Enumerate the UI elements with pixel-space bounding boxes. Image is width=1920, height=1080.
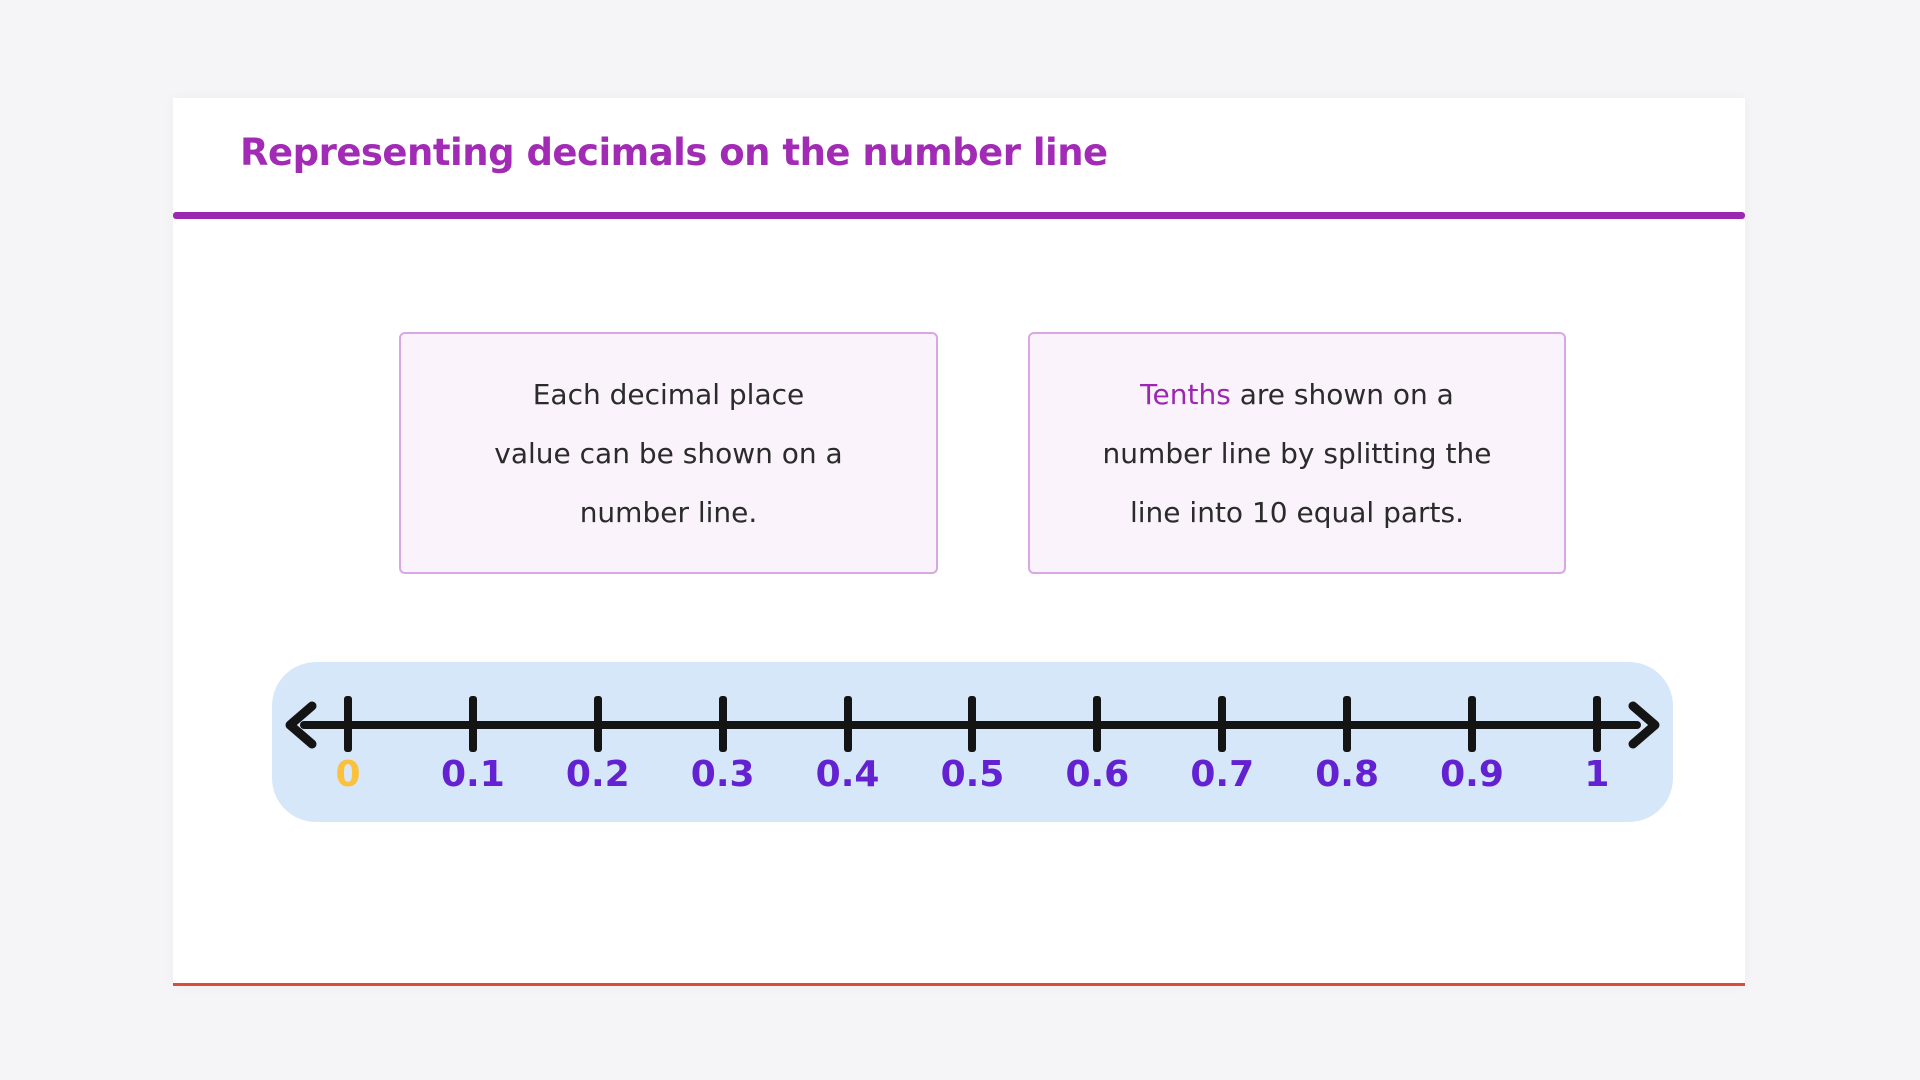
tick-mark — [593, 696, 602, 752]
info-box-text-line: value can be shown on a — [494, 436, 843, 470]
title-divider — [173, 212, 1745, 219]
info-box-text-line: number line. — [579, 495, 758, 529]
left-arrow-icon — [285, 701, 317, 749]
tick-3: 0.3 — [691, 696, 755, 795]
tick-mark — [1592, 696, 1601, 752]
tick-mark — [1343, 696, 1352, 752]
tick-mark — [468, 696, 477, 752]
tick-mark — [1093, 696, 1102, 752]
tick-label: 0 — [335, 754, 361, 795]
tick-mark — [1468, 696, 1477, 752]
tick-label: 0.2 — [565, 754, 630, 795]
tick-8: 0.8 — [1315, 696, 1379, 795]
tick-2: 0.2 — [566, 696, 630, 795]
lesson-card: Representing decimals on the number line… — [173, 98, 1745, 986]
number-line-ticks: 0 0.1 0.2 0.3 0.4 — [335, 696, 1609, 795]
info-box-tenths: Tenths are shown on a number line by spl… — [1028, 332, 1566, 574]
tick-label: 0.9 — [1440, 754, 1504, 795]
tick-label: 1 — [1584, 754, 1610, 795]
tick-label: 0.4 — [815, 754, 880, 795]
tick-mark — [843, 696, 852, 752]
tick-label: 0.8 — [1315, 754, 1380, 795]
right-arrow-icon — [1628, 701, 1660, 749]
tick-label: 0.1 — [441, 754, 505, 795]
tick-mark — [344, 696, 352, 752]
tenths-highlight-text: Tenths — [1140, 377, 1231, 411]
tick-5: 0.5 — [941, 696, 1004, 795]
tick-label: 0.3 — [690, 754, 755, 795]
info-box-text-line: Tenths are shown on a — [1140, 365, 1454, 424]
info-box-text-line: number line by splitting the — [1102, 436, 1492, 470]
tick-4: 0.4 — [816, 696, 879, 795]
page-title: Representing decimals on the number line — [240, 131, 1108, 174]
tick-mark — [1218, 696, 1227, 752]
tick-6: 0.6 — [1065, 696, 1129, 795]
tick-label: 0.7 — [1190, 754, 1255, 795]
info-box-decimal-place: Each decimal place value can be shown on… — [399, 332, 938, 574]
info-box-text-line: Each decimal place — [532, 377, 805, 411]
tick-10: 1 — [1584, 696, 1609, 795]
tick-9: 0.9 — [1440, 696, 1504, 795]
info-box-text-line: line into 10 equal parts. — [1130, 495, 1464, 529]
tick-label: 0.5 — [940, 754, 1005, 795]
tick-mark — [718, 696, 727, 752]
tick-mark — [968, 696, 977, 752]
tick-label: 0.6 — [1065, 754, 1130, 795]
tick-1: 0.1 — [441, 696, 505, 795]
tick-7: 0.7 — [1190, 696, 1254, 795]
number-line-panel: 0 0.1 0.2 0.3 0.4 — [272, 662, 1673, 822]
tick-0: 0 — [335, 696, 361, 795]
info-box-text-segment: are shown on a — [1230, 377, 1454, 411]
